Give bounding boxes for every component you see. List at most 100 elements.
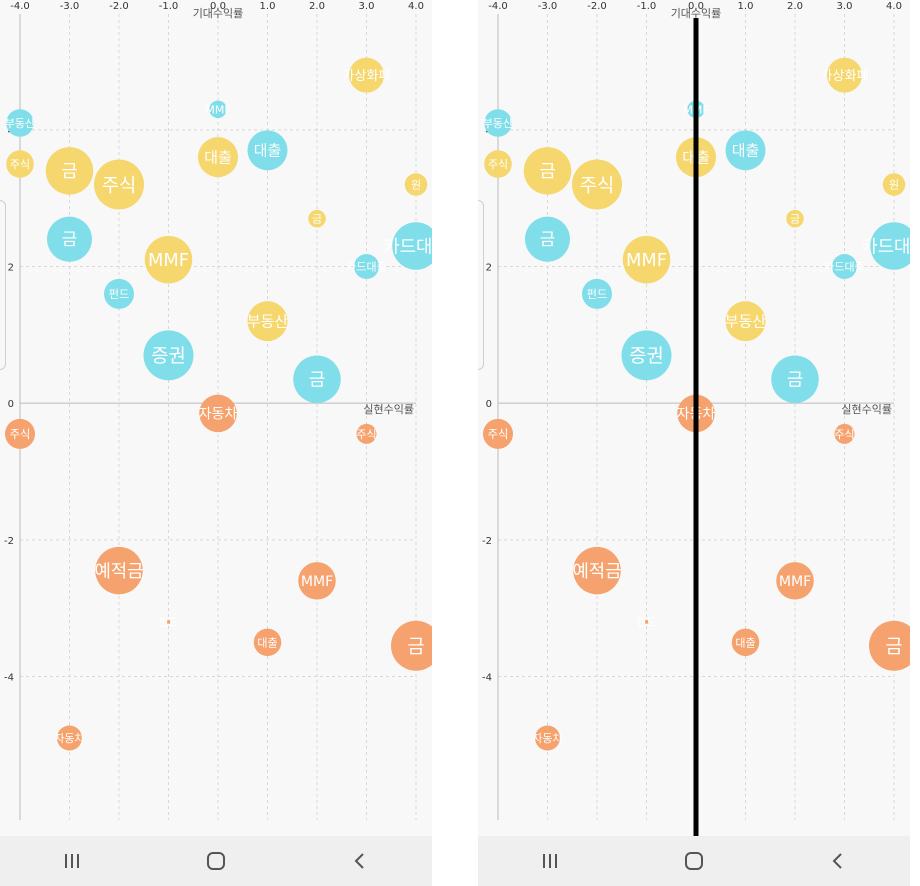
- x-tick-label: -4.0: [10, 1, 30, 12]
- x-tick-label: 2.0: [309, 1, 325, 12]
- bubble: [725, 130, 766, 171]
- side-panel-handle[interactable]: [478, 200, 484, 370]
- recents-icon: [65, 854, 79, 868]
- bubble-label: 부동산: [5, 117, 35, 130]
- bubble: [573, 546, 621, 595]
- x-tick-label: -3.0: [538, 1, 558, 12]
- bubble-label: 자동차: [54, 732, 84, 745]
- bubble: [582, 278, 612, 309]
- bubble-label: MMF: [779, 574, 811, 590]
- bubble-label: 부동산: [247, 313, 289, 331]
- bubble-label: 주식: [356, 428, 376, 441]
- bubble: [6, 109, 34, 137]
- bubble: [199, 394, 237, 433]
- bubble: [144, 235, 193, 284]
- recents-button[interactable]: [520, 841, 580, 881]
- bubble: [483, 418, 513, 449]
- bubble: [5, 418, 35, 449]
- bubble-label: 부동산: [725, 313, 767, 331]
- bubble: [47, 216, 92, 262]
- x-tick-label: -4.0: [488, 1, 508, 12]
- bubble: [525, 216, 570, 262]
- bubble-label: 자동차: [199, 406, 238, 422]
- bubble-label: 금: [407, 637, 424, 658]
- bubble: [293, 355, 341, 403]
- bubble-label: 주식: [488, 428, 509, 441]
- bubble-label: 증권: [629, 345, 664, 367]
- back-button[interactable]: [808, 841, 868, 881]
- y-tick-label: -2: [4, 536, 14, 547]
- x-tick-label: 2.0: [787, 1, 803, 12]
- bubble-label: 펀드: [636, 616, 656, 629]
- bubble-label: 증권: [151, 345, 186, 367]
- bubble: [198, 137, 238, 178]
- x-tick-label: -1.0: [637, 1, 657, 12]
- y-tick-label: -4: [4, 673, 14, 684]
- bubble-label: 금: [61, 161, 77, 182]
- bubble-label: 주식: [488, 158, 508, 171]
- y-axis-title: 기대수익률: [193, 7, 244, 20]
- bubble: [247, 301, 288, 342]
- home-icon: [685, 852, 703, 870]
- bubble-label: MMF: [205, 103, 230, 116]
- y-tick-label: -2: [482, 536, 492, 547]
- bubble: [535, 725, 560, 751]
- bubble-label: 주식: [10, 428, 31, 441]
- x-tick-label: 3.0: [837, 1, 853, 12]
- x-axis-title: 실현수익률: [363, 403, 414, 416]
- bubble: [786, 209, 804, 228]
- bubble-label: 주식: [580, 174, 615, 196]
- bubble: [143, 330, 194, 381]
- bubble: [308, 209, 326, 228]
- side-panel-handle[interactable]: [0, 200, 6, 370]
- recents-button[interactable]: [42, 841, 102, 881]
- y-tick-label: 0: [8, 399, 14, 410]
- bubble-label: 원: [411, 178, 421, 191]
- y-tick-label: 2: [8, 263, 14, 274]
- bubble-label: 금: [790, 213, 800, 226]
- bubble: [45, 147, 94, 195]
- bubble-label: 대출: [204, 149, 232, 167]
- bubble: [354, 254, 379, 279]
- bubble: [166, 619, 171, 624]
- recents-icon: [543, 854, 557, 868]
- x-axis-title: 실현수익률: [841, 403, 892, 416]
- screen-right: -4.0-3.0-2.0-1.00.01.02.03.04.0420-2-4기대…: [478, 0, 910, 886]
- chart-right: -4.0-3.0-2.0-1.00.01.02.03.04.0420-2-4기대…: [482, 1, 910, 836]
- bubble: [771, 355, 819, 403]
- bubble: [869, 620, 910, 671]
- bubble-label: 주식: [102, 174, 137, 196]
- bubble: [404, 173, 428, 196]
- bubble: [391, 620, 432, 671]
- bubble: [392, 222, 432, 270]
- x-tick-label: 1.0: [738, 1, 754, 12]
- bubble-label: 자동차: [532, 732, 562, 745]
- bubble: [94, 159, 144, 210]
- bubble-label: 금: [539, 161, 555, 182]
- bubble-label: 펀드: [587, 288, 608, 301]
- screen-left: -4.0-3.0-2.0-1.00.01.02.03.04.0420-2-4기대…: [0, 0, 432, 886]
- bubble-label: 금: [62, 229, 78, 249]
- home-button[interactable]: [186, 841, 246, 881]
- bubble-label: 카드대출: [383, 236, 432, 257]
- bubble-label: MMF: [626, 250, 667, 271]
- bubble-label: 대출: [735, 636, 755, 649]
- home-button[interactable]: [664, 841, 724, 881]
- bubble-label: 펀드: [109, 288, 130, 301]
- bubble-label: 카드대출: [346, 260, 386, 273]
- bubble: [882, 173, 906, 196]
- bubble: [621, 330, 672, 381]
- x-tick-label: 4.0: [886, 1, 902, 12]
- bubble-label: 부동산: [483, 117, 513, 130]
- y-tick-label: 2: [486, 263, 492, 274]
- bubble: [725, 301, 766, 342]
- navigation-bar: [0, 836, 432, 886]
- home-icon: [207, 852, 225, 870]
- bubble-label: 대출: [257, 636, 277, 649]
- bubble: [104, 278, 134, 309]
- bubble-label: 가상화폐: [820, 68, 868, 84]
- bubble-label: 예적금: [572, 561, 621, 582]
- chart-left: -4.0-3.0-2.0-1.00.01.02.03.04.0420-2-4기대…: [4, 1, 432, 820]
- back-button[interactable]: [330, 841, 390, 881]
- bubble-label: 금: [787, 370, 803, 391]
